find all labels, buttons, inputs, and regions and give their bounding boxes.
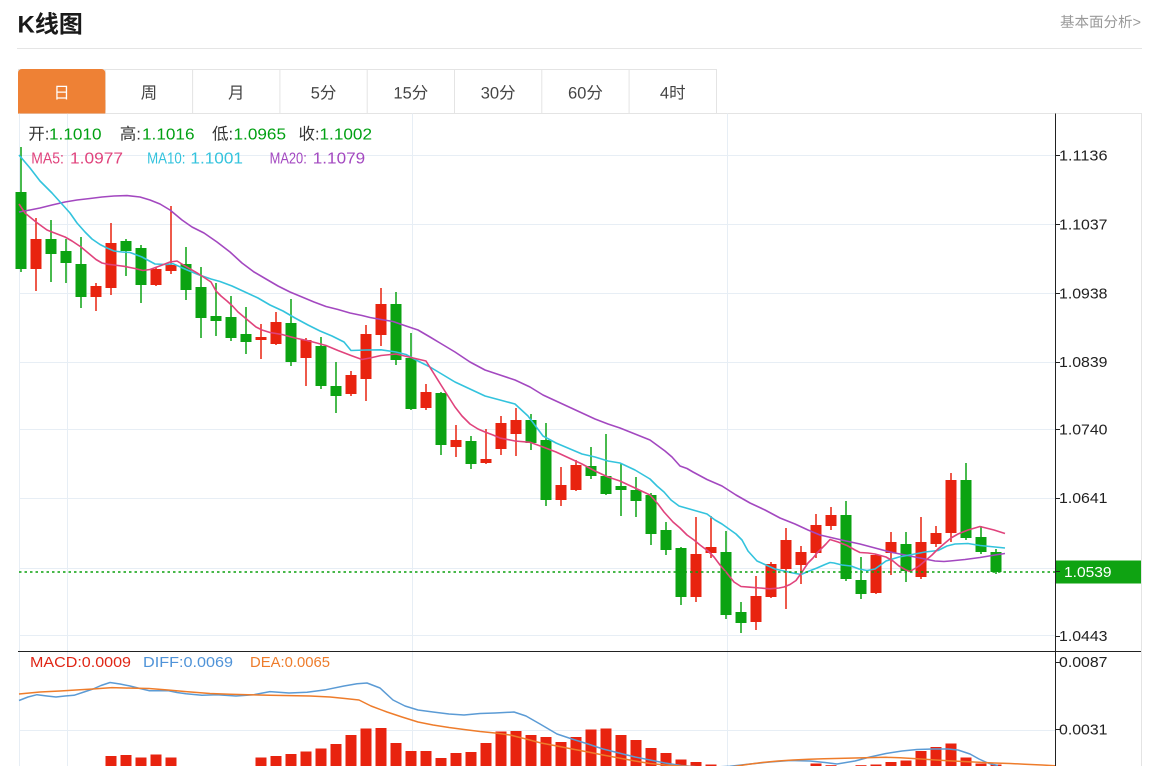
svg-text:MA5:: MA5: [31, 151, 64, 168]
svg-text:MA10:: MA10: [147, 151, 185, 168]
svg-text:DIFF:0.0069: DIFF:0.0069 [143, 654, 233, 671]
svg-text:DEA:0.0065: DEA:0.0065 [250, 654, 330, 671]
svg-text:1.0938: 1.0938 [1059, 285, 1108, 302]
svg-text:1.1136: 1.1136 [1059, 148, 1108, 165]
svg-text:1.1010: 1.1010 [49, 127, 102, 144]
svg-text:1.0965: 1.0965 [234, 127, 287, 144]
svg-text:MA20:: MA20: [270, 151, 307, 168]
svg-text:1.0443: 1.0443 [1059, 628, 1108, 645]
svg-text:1.1037: 1.1037 [1059, 217, 1108, 234]
svg-text:MACD:0.0009: MACD:0.0009 [30, 654, 131, 671]
svg-text:1.0977: 1.0977 [70, 151, 123, 168]
svg-text:1.1002: 1.1002 [320, 127, 373, 144]
svg-text:1.1001: 1.1001 [190, 151, 243, 168]
svg-text:1.0641: 1.0641 [1059, 490, 1108, 507]
svg-text:0.0087: 0.0087 [1059, 654, 1108, 671]
svg-text:1.1016: 1.1016 [142, 127, 195, 144]
svg-text:1.0839: 1.0839 [1059, 354, 1108, 371]
svg-text:1.1079: 1.1079 [313, 151, 365, 168]
svg-text:1.0740: 1.0740 [1059, 422, 1108, 439]
svg-text:0.0031: 0.0031 [1059, 722, 1108, 739]
svg-text:1.0539: 1.0539 [1064, 564, 1112, 581]
